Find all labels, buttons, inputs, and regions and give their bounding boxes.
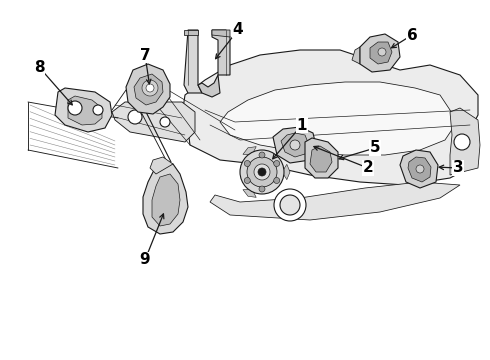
Polygon shape — [305, 138, 338, 178]
Polygon shape — [126, 64, 170, 114]
Circle shape — [247, 157, 277, 187]
Circle shape — [160, 117, 170, 127]
Text: 4: 4 — [233, 22, 244, 37]
Polygon shape — [352, 47, 360, 64]
Circle shape — [274, 177, 280, 184]
Circle shape — [128, 110, 142, 124]
Circle shape — [146, 84, 154, 92]
Polygon shape — [112, 102, 195, 142]
Text: 7: 7 — [140, 48, 150, 63]
Text: 1: 1 — [297, 117, 307, 132]
Polygon shape — [408, 157, 431, 182]
Circle shape — [142, 80, 158, 96]
Polygon shape — [243, 147, 256, 155]
Circle shape — [290, 140, 300, 150]
Polygon shape — [273, 127, 317, 163]
Circle shape — [258, 168, 266, 176]
Polygon shape — [210, 182, 460, 220]
Circle shape — [280, 195, 300, 215]
Circle shape — [68, 101, 82, 115]
Text: 5: 5 — [369, 140, 380, 156]
Polygon shape — [68, 96, 102, 125]
Polygon shape — [143, 162, 188, 234]
Polygon shape — [55, 88, 112, 132]
Polygon shape — [184, 30, 198, 35]
Polygon shape — [450, 108, 480, 175]
Polygon shape — [134, 74, 163, 105]
Polygon shape — [282, 164, 290, 180]
Circle shape — [378, 48, 386, 56]
Polygon shape — [182, 50, 478, 185]
Circle shape — [416, 165, 424, 173]
Circle shape — [259, 152, 265, 158]
Circle shape — [93, 105, 103, 115]
Polygon shape — [400, 150, 438, 188]
Circle shape — [274, 189, 306, 221]
Text: 3: 3 — [453, 161, 464, 175]
Polygon shape — [310, 146, 332, 172]
Circle shape — [454, 134, 470, 150]
Polygon shape — [152, 174, 180, 226]
Polygon shape — [220, 82, 455, 155]
Text: 9: 9 — [140, 252, 150, 267]
Circle shape — [259, 186, 265, 192]
Circle shape — [240, 150, 284, 194]
Polygon shape — [360, 34, 400, 72]
Text: 2: 2 — [363, 161, 373, 175]
Polygon shape — [198, 75, 220, 97]
Polygon shape — [184, 30, 202, 93]
Circle shape — [245, 177, 250, 184]
Polygon shape — [370, 42, 392, 64]
Circle shape — [245, 161, 250, 166]
Polygon shape — [281, 133, 309, 157]
Polygon shape — [150, 157, 173, 174]
Polygon shape — [243, 189, 256, 197]
Circle shape — [254, 164, 270, 180]
Text: 6: 6 — [407, 27, 417, 42]
Text: 8: 8 — [34, 59, 44, 75]
Polygon shape — [212, 30, 230, 37]
Polygon shape — [212, 30, 230, 75]
Circle shape — [274, 161, 280, 166]
